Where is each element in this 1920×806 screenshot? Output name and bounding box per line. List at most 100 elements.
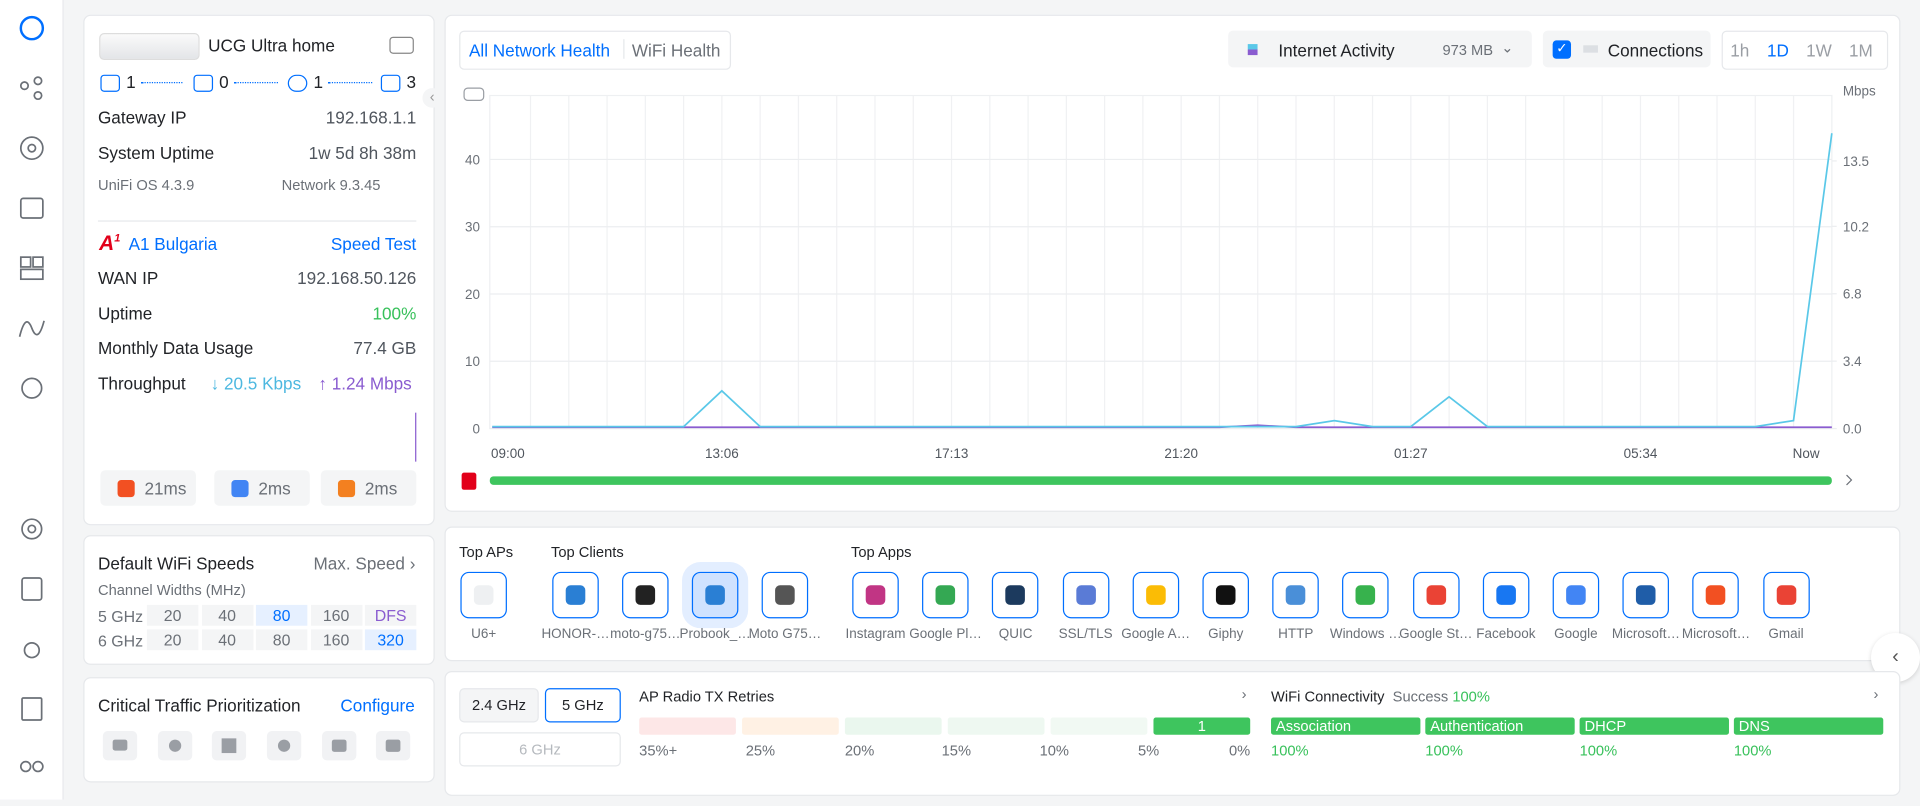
tile[interactable]: [1692, 571, 1740, 619]
tile-label: Microsoft…: [1681, 626, 1751, 642]
tile-icon: [1496, 585, 1516, 605]
tile[interactable]: [460, 571, 507, 619]
throughput-up: ↑ 1.24 Mbps: [318, 373, 412, 394]
stage-value: 100%: [1271, 742, 1309, 760]
y2-tick-label: 6.8: [1843, 287, 1862, 302]
tile[interactable]: [691, 571, 739, 619]
width-cell: 40: [201, 604, 253, 626]
isp-name: A1 Bulgaria: [128, 233, 218, 254]
range[interactable]: 1D: [1766, 40, 1789, 61]
row-value: 1w 5d 8h 38m: [308, 143, 417, 163]
tile-label: HONOR-…: [541, 626, 610, 642]
latency-icon: [337, 480, 356, 498]
row-value: 192.168.50.126: [297, 268, 417, 288]
checkbox[interactable]: ✓: [1552, 40, 1572, 59]
tile[interactable]: [1762, 571, 1810, 619]
tile[interactable]: [1272, 571, 1320, 619]
retry-seg: [947, 717, 1045, 735]
range[interactable]: 1M: [1848, 40, 1873, 61]
action-text[interactable]: Max. Speed: [313, 553, 405, 574]
tile-icon: [1005, 585, 1026, 605]
tile-icon: [865, 585, 886, 605]
tile[interactable]: [1482, 571, 1530, 619]
tab[interactable]: All Network Health: [468, 40, 610, 61]
x-tick-label: 01:27: [1394, 446, 1428, 461]
band-btn[interactable]: 5 GHz: [544, 688, 621, 723]
row-label: Uptime: [97, 303, 153, 323]
retry-seg: [639, 717, 736, 735]
band-btn[interactable]: 2.4 GHz: [459, 688, 539, 723]
tile-icon: [1355, 585, 1376, 605]
retry-scale: 0%: [1228, 742, 1251, 760]
tile-label: Microsoft…: [1611, 626, 1681, 642]
range-group: [1721, 30, 1889, 70]
collapse-btn[interactable]: ‹: [422, 88, 443, 108]
x-tick-label: 09:00: [491, 446, 525, 461]
tile[interactable]: [1062, 571, 1109, 619]
count: 1: [126, 72, 136, 92]
network-version: Network 9.3.45: [281, 176, 381, 194]
width-cell: 20: [146, 604, 199, 626]
band-btn[interactable]: 6 GHz: [459, 732, 621, 767]
wifi-arrow[interactable]: ›: [1873, 685, 1879, 703]
tile[interactable]: [1552, 571, 1600, 619]
tile[interactable]: [552, 571, 599, 619]
traffic-configure[interactable]: Configure: [340, 695, 415, 716]
tile[interactable]: [922, 571, 969, 619]
width-cell: 40: [201, 629, 253, 651]
activity-select[interactable]: [1228, 30, 1532, 68]
stage-name: Authentication: [1430, 717, 1524, 735]
tile-icon: [1566, 585, 1586, 605]
y-tick-label: 40: [465, 152, 480, 167]
tile[interactable]: [1202, 571, 1249, 619]
aps-title: Top APs: [459, 543, 514, 561]
tile[interactable]: [852, 571, 899, 619]
throughput-down: ↓ 20.5 Kbps: [210, 373, 302, 394]
latency-icon: [231, 480, 249, 498]
row-label: WAN IP: [97, 268, 159, 288]
tab[interactable]: WiFi Health: [631, 40, 721, 61]
tile-label: moto-g75…: [610, 626, 681, 642]
tile-icon: [635, 585, 656, 605]
tile[interactable]: [622, 571, 669, 619]
tile[interactable]: [992, 571, 1039, 619]
range[interactable]: 1h: [1730, 40, 1750, 61]
tile[interactable]: [1342, 571, 1390, 619]
latency-box: [100, 470, 196, 506]
stage-value: 100%: [1579, 742, 1618, 760]
speed-test[interactable]: Speed Test: [330, 233, 417, 254]
apps-title: Top Apps: [851, 543, 912, 561]
latency-value: 2ms: [364, 478, 398, 499]
retry-seg: [1153, 717, 1251, 735]
x-tick-label: 13:06: [705, 446, 739, 461]
count: 1: [313, 72, 324, 92]
link: [328, 82, 373, 84]
band-label: 6 GHz: [97, 631, 144, 651]
chart-icon: [463, 87, 485, 102]
y-tick-label: 30: [465, 220, 480, 235]
stage-bar: [1425, 717, 1575, 735]
count: 3: [406, 72, 417, 92]
wifi-speeds-action[interactable]: Max. Speed ›: [313, 553, 416, 574]
wifi-status: Success: [1392, 688, 1449, 706]
gateway-card: [83, 14, 435, 526]
tile[interactable]: [1412, 571, 1460, 619]
device-name: UCG Ultra home: [208, 35, 335, 56]
stage-bar: [1271, 717, 1421, 735]
stage-bar: [1579, 717, 1729, 735]
tile[interactable]: [1132, 571, 1179, 619]
plot-bg: [489, 94, 1833, 430]
isp-logo: A1: [99, 231, 121, 255]
tile-label: Moto G75…: [748, 626, 822, 642]
retry-seg: [742, 717, 839, 735]
radio-arrow[interactable]: ›: [1241, 685, 1247, 703]
range[interactable]: 1W: [1806, 40, 1832, 61]
tile-label: HTTP: [1278, 626, 1314, 642]
series-line: [492, 133, 1833, 428]
tile[interactable]: [1622, 571, 1670, 619]
divider: [97, 220, 417, 222]
chevron: ⌄: [1501, 39, 1514, 57]
latency-box: [320, 470, 417, 506]
tile[interactable]: [761, 571, 809, 619]
os-version: UniFi OS 4.3.9: [97, 176, 195, 194]
